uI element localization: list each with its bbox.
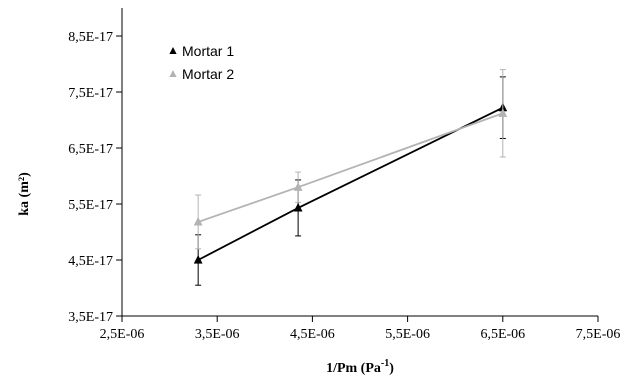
x-tick-label: 3,5E-06 <box>195 327 240 342</box>
y-tick-label: 4,5E-17 <box>68 254 113 269</box>
series-mortar-1 <box>193 76 508 286</box>
x-tick-label: 5,5E-06 <box>385 327 430 342</box>
x-axis-title-superscript: -1 <box>381 358 389 369</box>
legend-item-mortar-1: Mortar 1 <box>169 43 234 59</box>
y-tick-label: 6,5E-17 <box>68 142 113 157</box>
x-axis-ticks: 2,5E-06 3,5E-06 4,5E-06 5,5E-06 6,5E-06 7,5E-… <box>100 316 621 342</box>
data-point-mortar-2 <box>193 216 203 226</box>
x-tick-label: 4,5E-06 <box>290 327 335 342</box>
series-mortar-2 <box>193 69 508 250</box>
y-tick-label: 3,5E-17 <box>68 310 113 325</box>
legend-marker-mortar-1 <box>169 47 177 54</box>
y-tick-label: 7,5E-17 <box>68 86 113 101</box>
y-tick-label: 8,5E-17 <box>68 30 113 45</box>
legend-item-mortar-2: Mortar 2 <box>169 66 234 82</box>
data-point-mortar-2 <box>498 108 508 117</box>
legend: Mortar 1 Mortar 2 <box>169 43 234 82</box>
x-axis-title-text: 1/Pm (Pa <box>326 361 381 376</box>
legend-label-mortar-1: Mortar 1 <box>182 43 234 59</box>
y-axis-title: ka (m²) <box>17 172 32 216</box>
series-layer <box>193 69 508 286</box>
legend-marker-mortar-2 <box>169 70 177 77</box>
data-point-mortar-1 <box>293 202 303 212</box>
x-axis-title: 1/Pm (Pa-1) <box>326 358 394 376</box>
x-axis-title-suffix: ) <box>389 361 394 376</box>
data-point-mortar-1 <box>193 254 203 264</box>
data-point-mortar-2 <box>293 182 303 191</box>
x-tick-label: 7,5E-06 <box>576 327 621 342</box>
y-tick-label: 5,5E-17 <box>68 198 113 213</box>
x-tick-label: 2,5E-06 <box>100 327 145 342</box>
axes <box>121 8 598 317</box>
legend-label-mortar-2: Mortar 2 <box>182 66 234 82</box>
x-tick-label: 6,5E-06 <box>480 327 525 342</box>
series-line-mortar-2 <box>197 112 504 223</box>
y-axis-ticks: 3,5E-17 4,5E-17 5,5E-17 6,5E-17 7,5E-17 8,5E-… <box>68 30 122 325</box>
